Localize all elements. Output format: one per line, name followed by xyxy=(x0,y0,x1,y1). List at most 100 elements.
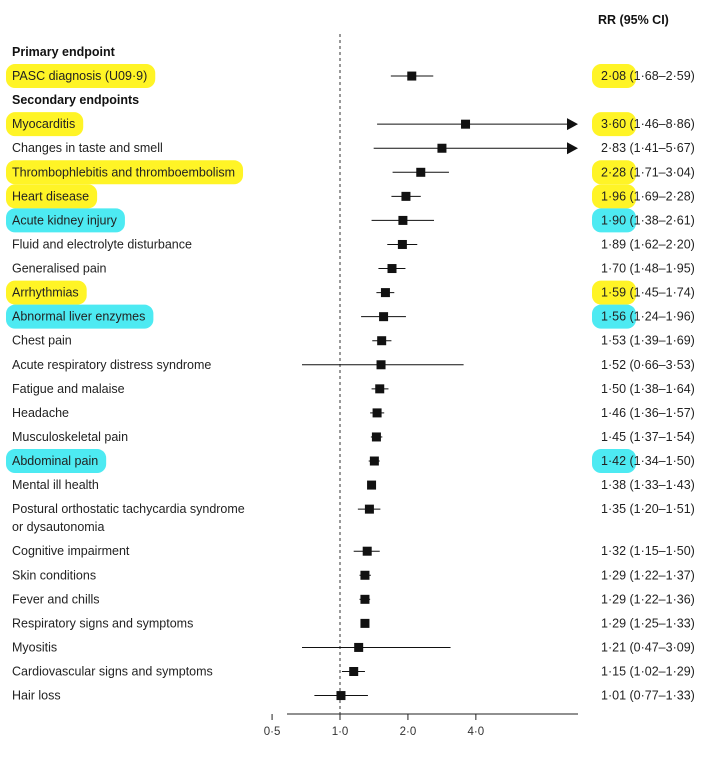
rr-column-header: RR (95% CI) xyxy=(598,13,669,27)
section-header-primary-endpoint: Primary endpoint xyxy=(12,45,116,59)
row-label-headache: Headache xyxy=(12,406,69,420)
rr-value-abdominal-pain: 1·42 (1·34–1·50) xyxy=(601,454,695,468)
rr-value-mental-ill-health: 1·38 (1·33–1·43) xyxy=(601,478,695,492)
row-label-acute-respiratory-distress-syndrome: Acute respiratory distress syndrome xyxy=(12,358,211,372)
highlight-rr-pasc-diagnosis-u09-9 xyxy=(592,64,636,89)
highlight-label-thrombophlebitis-and-thromboembolism xyxy=(6,160,244,185)
row-label-fluid-and-electrolyte-disturbance: Fluid and electrolyte disturbance xyxy=(12,237,192,251)
ci-arrow-changes-in-taste-and-smell xyxy=(567,142,578,155)
row-label-acute-kidney-injury: Acute kidney injury xyxy=(12,213,118,227)
point-estimate-fatigue-and-malaise xyxy=(375,384,385,394)
row-label-chest-pain: Chest pain xyxy=(12,334,72,348)
x-tick-label-1-0: 1·0 xyxy=(332,726,349,738)
highlight-label-pasc-diagnosis-u09-9 xyxy=(6,64,156,89)
row-label-fever-and-chills: Fever and chills xyxy=(12,592,100,606)
highlight-label-abnormal-liver-enzymes xyxy=(6,304,154,329)
point-estimate-hair-loss xyxy=(336,691,346,701)
row-label-respiratory-signs-and-symptoms: Respiratory signs and symptoms xyxy=(12,616,193,630)
point-estimate-postural-orthostatic-tachycardia-syndrome xyxy=(364,504,374,514)
rr-value-postural-orthostatic-tachycardia-syndrome: 1·35 (1·20–1·51) xyxy=(601,502,695,516)
point-estimate-myocarditis xyxy=(461,119,471,129)
row-label-skin-conditions: Skin conditions xyxy=(12,568,96,582)
point-estimate-heart-disease xyxy=(401,191,411,201)
row-label-abnormal-liver-enzymes: Abnormal liver enzymes xyxy=(12,310,145,324)
highlight-rr-heart-disease xyxy=(592,184,636,209)
row-label-changes-in-taste-and-smell: Changes in taste and smell xyxy=(12,141,163,155)
row-label-myositis: Myositis xyxy=(12,640,57,654)
rr-value-musculoskeletal-pain: 1·45 (1·37–1·54) xyxy=(601,430,695,444)
point-estimate-pasc-diagnosis-u09-9 xyxy=(407,71,417,81)
rr-value-fever-and-chills: 1·29 (1·22–1·36) xyxy=(601,592,695,606)
rows-layer: Primary endpoint PASC diagnosis (U09·9) 2·… xyxy=(12,34,695,714)
rr-value-hair-loss: 1·01 (0·77–1·33) xyxy=(601,689,695,703)
row-label-mental-ill-health: Mental ill health xyxy=(12,478,99,492)
row-label-pasc-diagnosis-u09-9: PASC diagnosis (U09·9) xyxy=(12,69,147,83)
row-label-thrombophlebitis-and-thromboembolism: Thrombophlebitis and thromboembolism xyxy=(12,165,235,179)
row-label-postural-orthostatic-tachycardia-syndrome: Postural orthostatic tachycardia syndrom… xyxy=(12,502,245,516)
point-estimate-respiratory-signs-and-symptoms xyxy=(360,618,370,628)
point-estimate-generalised-pain xyxy=(387,264,397,274)
highlight-layer xyxy=(6,64,636,474)
row-label-myocarditis: Myocarditis xyxy=(12,117,75,131)
highlight-label-arrhythmias xyxy=(6,280,87,305)
point-estimate-musculoskeletal-pain xyxy=(371,432,381,442)
rr-value-acute-respiratory-distress-syndrome: 1·52 (0·66–3·53) xyxy=(601,358,695,372)
point-estimate-cognitive-impairment xyxy=(362,546,372,556)
x-tick-label-0-5: 0·5 xyxy=(264,726,281,738)
point-estimate-abnormal-liver-enzymes xyxy=(379,312,389,322)
highlight-rr-abnormal-liver-enzymes xyxy=(592,304,636,329)
ci-arrow-myocarditis xyxy=(567,118,578,131)
rr-value-cardiovascular-signs-and-symptoms: 1·15 (1·02–1·29) xyxy=(601,665,695,679)
rr-value-skin-conditions: 1·29 (1·22–1·37) xyxy=(601,568,695,582)
rr-value-pasc-diagnosis-u09-9: 2·08 (1·68–2·59) xyxy=(601,69,695,83)
rr-value-myositis: 1·21 (0·47–3·09) xyxy=(601,640,695,654)
highlight-label-abdominal-pain xyxy=(6,449,107,474)
point-estimate-chest-pain xyxy=(377,336,387,346)
row-label-arrhythmias: Arrhythmias xyxy=(12,286,79,300)
x-axis: 0·5 1·0 2·0 4·0 xyxy=(264,713,578,738)
point-estimate-changes-in-taste-and-smell xyxy=(437,143,447,153)
highlight-rr-myocarditis xyxy=(592,112,636,137)
rr-value-chest-pain: 1·53 (1·39–1·69) xyxy=(601,334,695,348)
point-estimate-abdominal-pain xyxy=(369,456,379,466)
point-estimate-fluid-and-electrolyte-disturbance xyxy=(397,239,407,249)
point-estimate-acute-respiratory-distress-syndrome xyxy=(376,360,386,370)
highlight-label-heart-disease xyxy=(6,184,98,209)
highlight-label-myocarditis xyxy=(6,112,84,137)
highlight-rr-thrombophlebitis-and-thromboembolism xyxy=(592,160,636,185)
row-label-fatigue-and-malaise: Fatigue and malaise xyxy=(12,382,125,396)
rr-value-respiratory-signs-and-symptoms: 1·29 (1·25–1·33) xyxy=(601,616,695,630)
highlight-rr-acute-kidney-injury xyxy=(592,208,636,233)
point-estimate-headache xyxy=(372,408,382,418)
x-tick-label-2-0: 2·0 xyxy=(400,726,417,738)
rr-value-generalised-pain: 1·70 (1·48–1·95) xyxy=(601,262,695,276)
rr-value-fluid-and-electrolyte-disturbance: 1·89 (1·62–2·20) xyxy=(601,237,695,251)
rr-value-heart-disease: 1·96 (1·69–2·28) xyxy=(601,189,695,203)
rr-value-changes-in-taste-and-smell: 2·83 (1·41–5·67) xyxy=(601,141,695,155)
point-estimate-skin-conditions xyxy=(360,570,370,580)
rr-value-thrombophlebitis-and-thromboembolism: 2·28 (1·71–3·04) xyxy=(601,165,695,179)
rr-value-acute-kidney-injury: 1·90 (1·38–2·61) xyxy=(601,213,695,227)
point-estimate-acute-kidney-injury xyxy=(398,215,408,225)
rr-value-arrhythmias: 1·59 (1·45–1·74) xyxy=(601,286,695,300)
point-estimate-mental-ill-health xyxy=(367,480,377,490)
point-estimate-arrhythmias xyxy=(380,288,390,298)
rr-value-abnormal-liver-enzymes: 1·56 (1·24–1·96) xyxy=(601,310,695,324)
row-label-cognitive-impairment: Cognitive impairment xyxy=(12,544,130,558)
section-header-secondary-endpoints: Secondary endpoints xyxy=(12,93,139,107)
row-label-cont-postural-orthostatic-tachycardia-syndrome: or dysautonomia xyxy=(12,520,104,534)
row-label-heart-disease: Heart disease xyxy=(12,189,89,203)
rr-value-cognitive-impairment: 1·32 (1·15–1·50) xyxy=(601,544,695,558)
point-estimate-cardiovascular-signs-and-symptoms xyxy=(349,667,359,676)
row-label-cardiovascular-signs-and-symptoms: Cardiovascular signs and symptoms xyxy=(12,665,213,679)
highlight-rr-arrhythmias xyxy=(592,280,636,305)
rr-value-fatigue-and-malaise: 1·50 (1·38–1·64) xyxy=(601,382,695,396)
row-label-hair-loss: Hair loss xyxy=(12,689,61,703)
row-label-musculoskeletal-pain: Musculoskeletal pain xyxy=(12,430,128,444)
highlight-rr-abdominal-pain xyxy=(592,449,636,474)
rr-value-headache: 1·46 (1·36–1·57) xyxy=(601,406,695,420)
row-label-generalised-pain: Generalised pain xyxy=(12,262,107,276)
point-estimate-thrombophlebitis-and-thromboembolism xyxy=(416,167,426,177)
point-estimate-fever-and-chills xyxy=(360,594,370,604)
